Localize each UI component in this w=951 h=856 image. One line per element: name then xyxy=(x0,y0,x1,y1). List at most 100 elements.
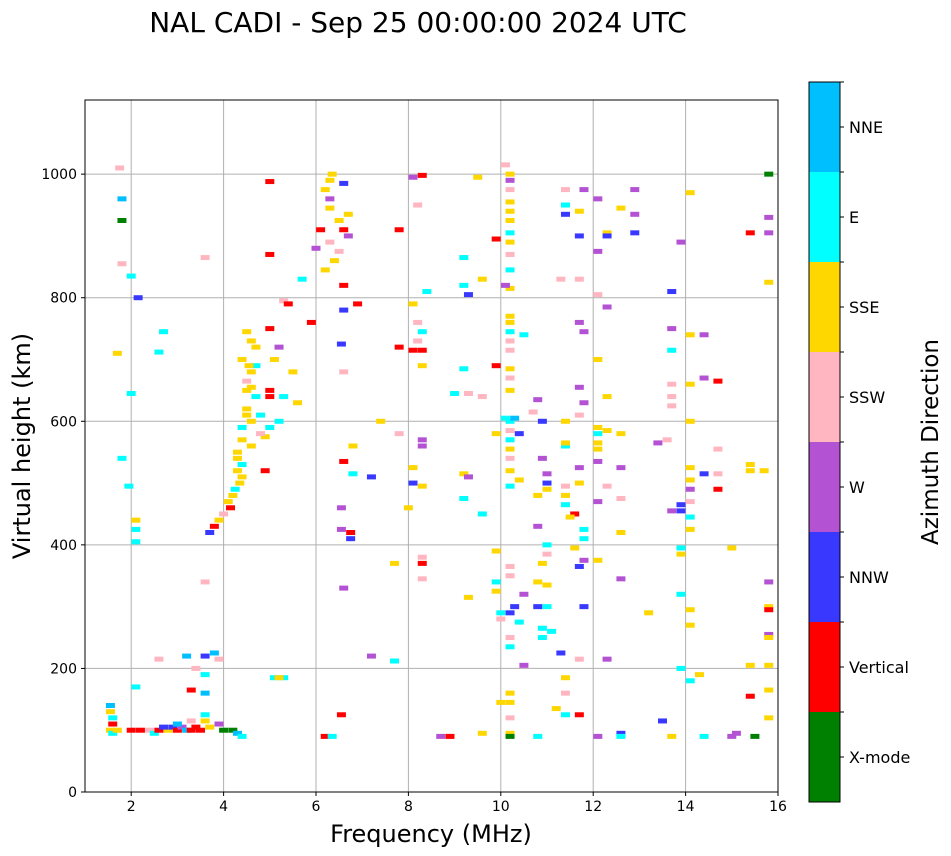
data-point-nne xyxy=(209,650,219,656)
data-point-e xyxy=(251,394,261,400)
data-point-ssw xyxy=(528,409,538,415)
data-point-sse xyxy=(505,285,515,291)
data-point-e xyxy=(496,610,506,616)
data-point-nnw xyxy=(699,471,709,477)
data-point-sse xyxy=(325,177,335,183)
data-point-sse xyxy=(463,594,473,600)
data-point-sse xyxy=(593,440,603,446)
data-point-vertical xyxy=(394,227,404,233)
data-point-sse xyxy=(593,557,603,563)
data-point-e xyxy=(505,418,515,424)
data-point-ssw xyxy=(542,551,552,557)
data-point-ssw xyxy=(505,338,515,344)
data-point-e xyxy=(685,678,695,684)
data-point-nnw xyxy=(510,604,520,610)
data-point-ssw xyxy=(219,511,229,517)
data-point-ssw xyxy=(560,690,570,696)
data-point-ssw xyxy=(505,375,515,381)
data-point-vertical xyxy=(191,724,201,730)
data-point-sse xyxy=(246,369,256,375)
data-point-w xyxy=(699,375,709,381)
data-point-sse xyxy=(764,715,774,721)
data-point-sse xyxy=(242,406,252,412)
data-point-e xyxy=(505,329,515,335)
data-point-vertical xyxy=(196,727,205,733)
colorbar-label: Azimuth Direction xyxy=(918,339,944,545)
data-point-vertical xyxy=(186,727,196,733)
data-point-w xyxy=(579,400,589,406)
data-point-sse xyxy=(274,675,284,681)
data-point-nne xyxy=(510,415,520,421)
data-point-ssw xyxy=(616,496,626,502)
data-point-e xyxy=(131,539,141,545)
data-point-w xyxy=(574,319,584,325)
data-point-sse xyxy=(408,301,418,307)
data-point-ssw xyxy=(505,428,515,434)
colorbar-swatch-e xyxy=(809,172,840,262)
data-point-sse xyxy=(505,366,515,372)
data-point-sse xyxy=(745,462,755,468)
data-point-nne xyxy=(232,730,242,736)
x-axis-label: Frequency (MHz) xyxy=(330,820,532,848)
data-point-nnw xyxy=(533,604,543,610)
data-point-e xyxy=(279,675,289,681)
data-point-e xyxy=(154,349,164,355)
data-point-sse xyxy=(348,443,358,449)
data-point-w xyxy=(602,656,612,662)
data-point-w xyxy=(542,471,552,477)
data-point-sse xyxy=(505,468,515,474)
data-point-sse xyxy=(200,718,210,724)
data-point-ssw xyxy=(505,715,515,721)
data-point-sse xyxy=(112,727,122,733)
data-point-ssw xyxy=(413,202,423,208)
data-point-e xyxy=(537,625,547,631)
data-point-nnw xyxy=(602,233,612,239)
data-point-w xyxy=(336,526,346,532)
data-point-vertical xyxy=(713,378,723,384)
data-point-x-mode xyxy=(219,727,229,733)
chart-title: NAL CADI - Sep 25 00:00:00 2024 UTC xyxy=(149,6,687,39)
data-point-vertical xyxy=(745,230,755,236)
data-point-x-mode xyxy=(505,733,515,739)
data-point-vertical xyxy=(283,301,293,307)
data-point-vertical xyxy=(339,458,349,464)
data-point-e xyxy=(159,329,169,335)
data-point-nne xyxy=(105,703,115,708)
data-point-e xyxy=(200,712,210,718)
data-point-w xyxy=(616,465,626,471)
data-point-sse xyxy=(477,276,487,282)
x-tick-label: 14 xyxy=(677,799,695,815)
data-point-e xyxy=(593,431,603,437)
data-point-sse xyxy=(764,635,774,641)
data-point-ssw xyxy=(477,394,487,400)
data-point-e xyxy=(500,415,510,421)
data-point-e xyxy=(279,394,289,400)
data-point-e xyxy=(547,628,557,634)
data-point-sse xyxy=(745,468,755,474)
data-point-nnw xyxy=(168,724,178,730)
data-point-w xyxy=(505,177,515,183)
data-point-nnw xyxy=(159,724,169,730)
data-point-e xyxy=(251,363,261,369)
data-point-nnw xyxy=(366,474,376,480)
data-point-sse xyxy=(542,486,552,492)
data-point-ssw xyxy=(574,276,584,282)
colorbar-label-ssw: SSW xyxy=(849,388,885,407)
data-point-w xyxy=(463,474,473,480)
data-point-sse xyxy=(251,344,261,350)
data-point-sse xyxy=(505,730,515,736)
data-point-ssw xyxy=(556,276,566,282)
data-point-e xyxy=(459,255,469,261)
data-point-sse xyxy=(327,171,337,177)
data-point-sse xyxy=(163,727,173,733)
data-point-ssw xyxy=(413,319,423,325)
data-point-sse xyxy=(505,699,515,705)
data-point-ssw xyxy=(413,338,423,344)
data-point-ssw xyxy=(256,431,266,437)
data-point-vertical xyxy=(265,326,275,332)
data-point-sse xyxy=(570,545,580,551)
data-point-ssw xyxy=(279,298,289,304)
colorbar-swatch-vertical xyxy=(809,622,840,712)
data-point-sse xyxy=(505,239,515,245)
data-point-sse xyxy=(602,428,612,434)
